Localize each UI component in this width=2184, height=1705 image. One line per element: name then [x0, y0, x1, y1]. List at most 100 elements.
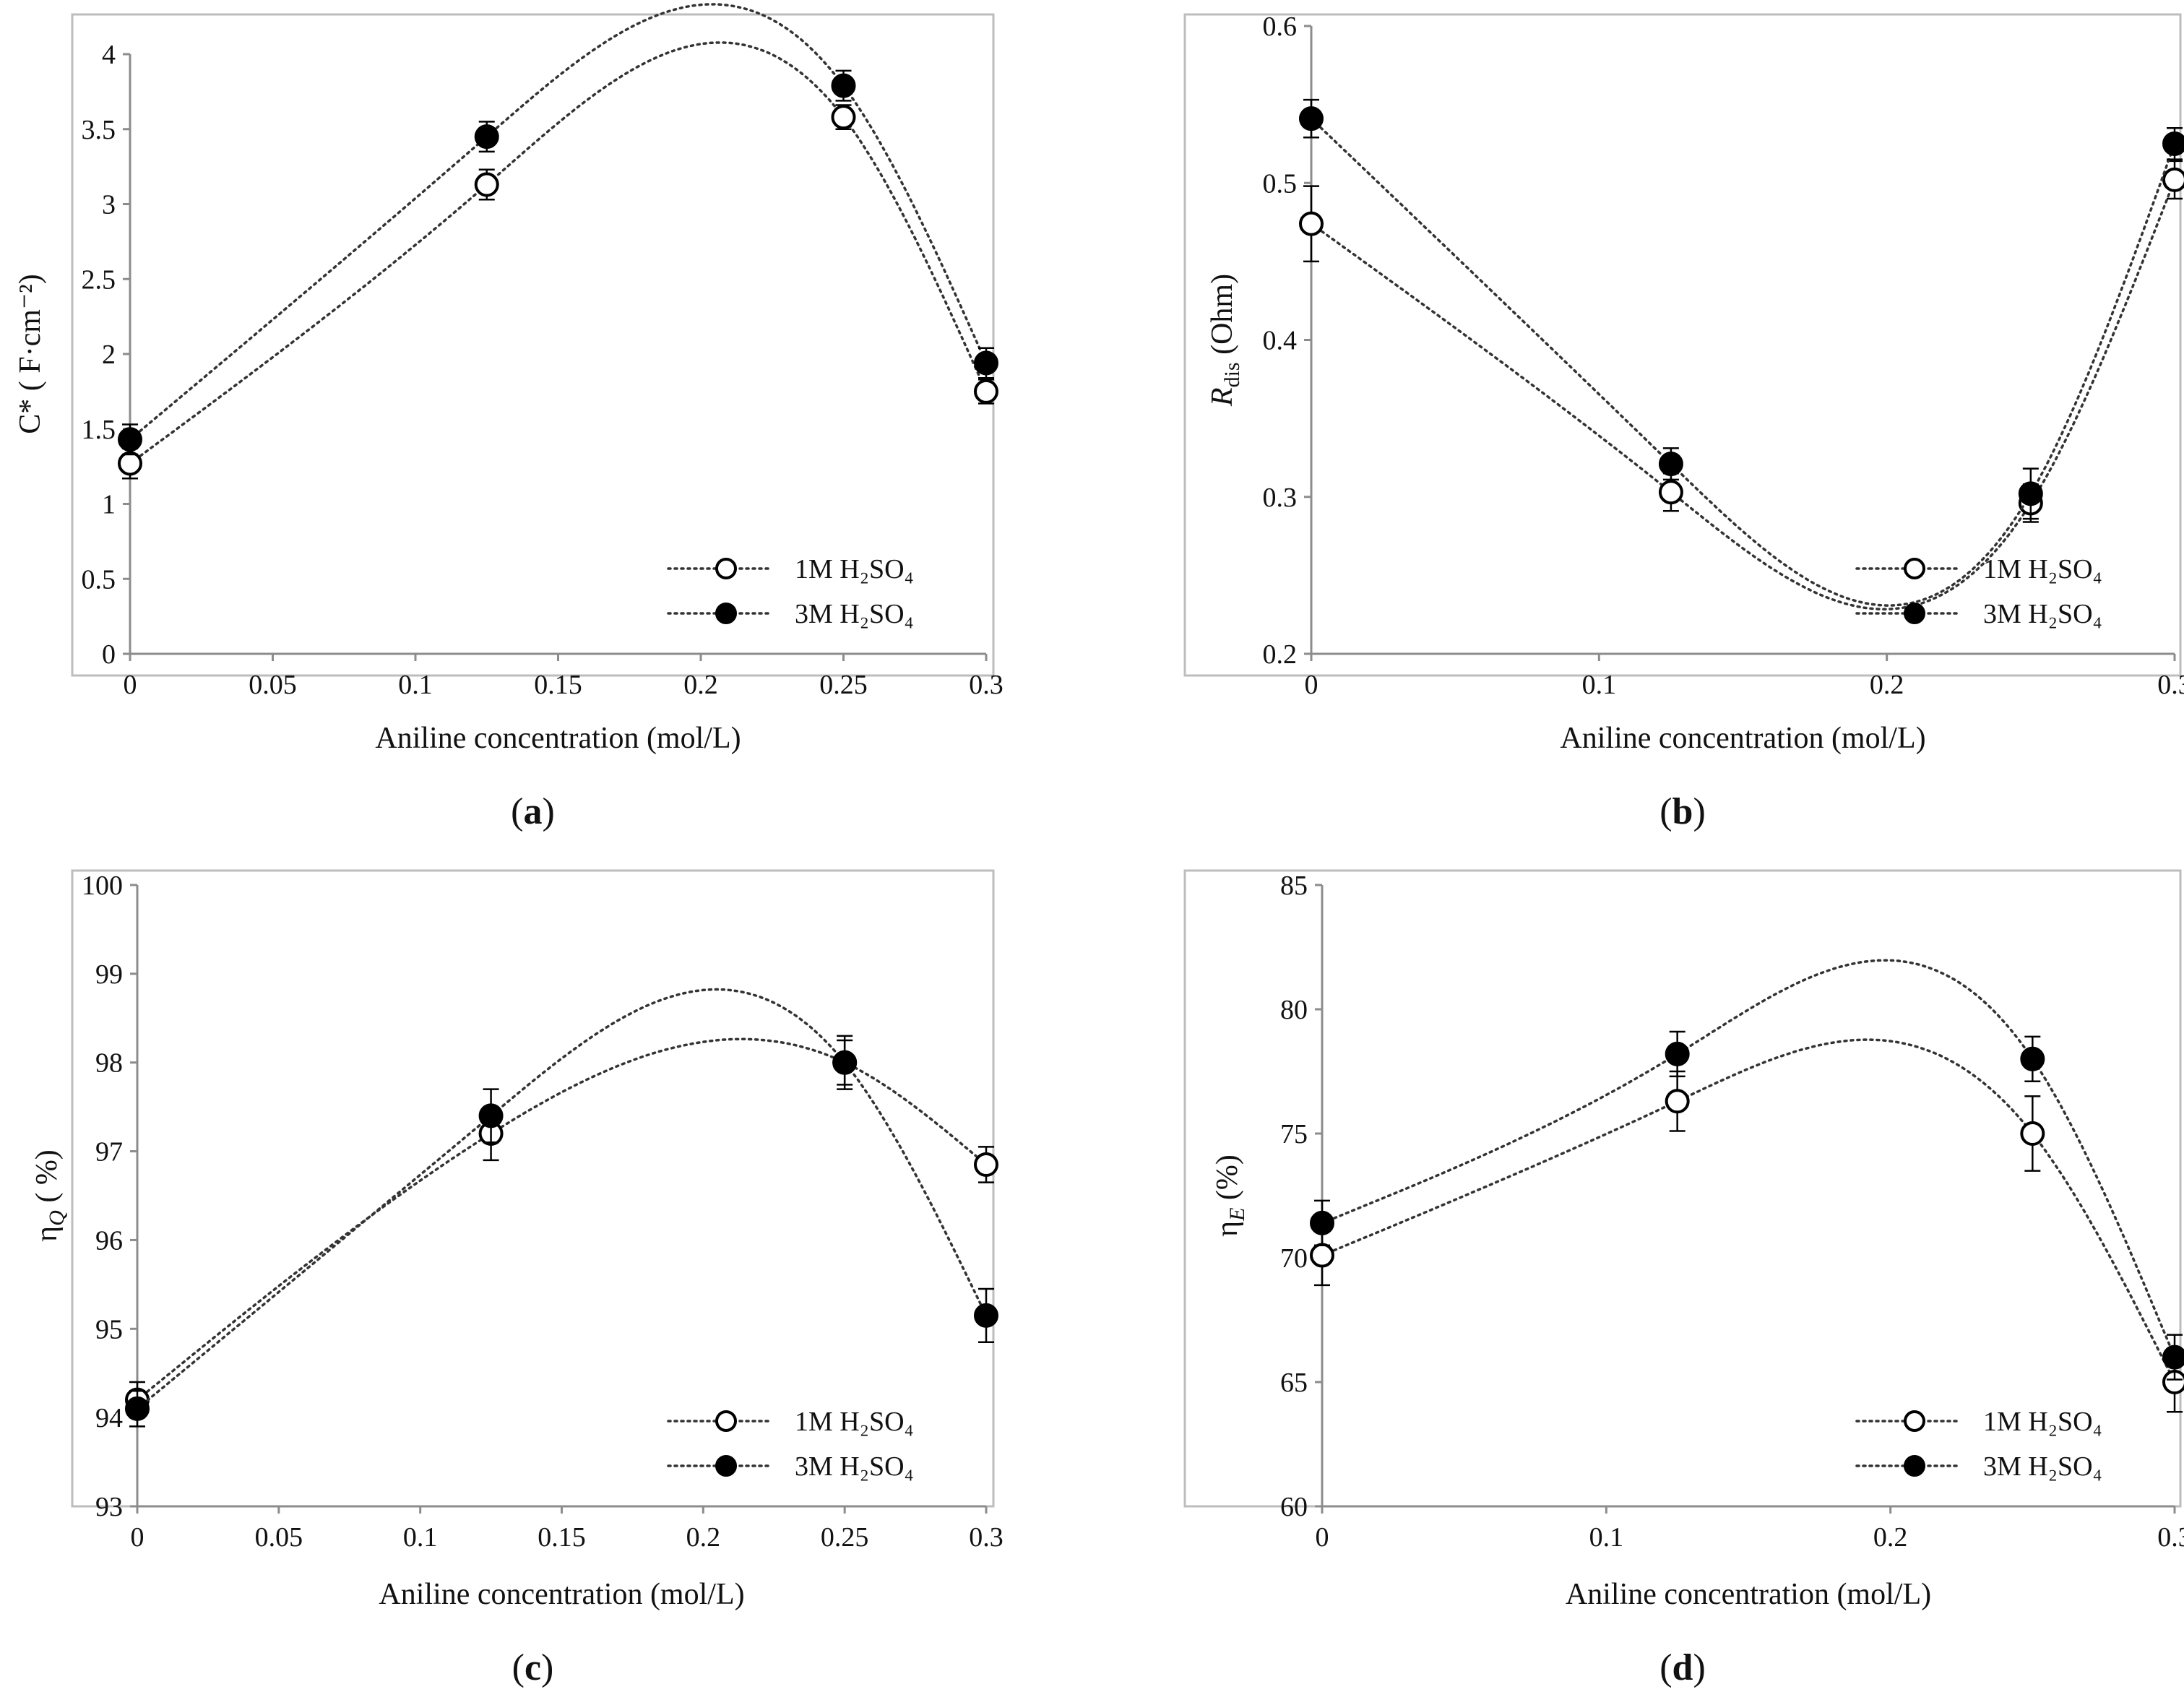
y-tick-label: 0.6 [1263, 12, 1298, 42]
y-tick-label: 0.5 [1263, 168, 1298, 199]
series-trend-line [129, 3, 988, 441]
series-trend-line [1321, 1038, 2176, 1384]
x-tick-label: 0.15 [538, 1522, 586, 1553]
legend-marker [1904, 1455, 1925, 1477]
x-tick-label: 0.1 [398, 670, 433, 700]
x-tick-label: 0.1 [403, 1522, 438, 1553]
legend-entry: 1M H₂SO₄ [1983, 1407, 2102, 1437]
series-trend-line [1321, 959, 2176, 1359]
x-tick-label: 0 [124, 670, 137, 700]
y-axis-title: C* ( F·cm⁻²) [14, 274, 47, 433]
y-tick-label: 97 [95, 1137, 123, 1167]
y-tick-label: 98 [95, 1048, 123, 1079]
data-point [2162, 167, 2184, 192]
x-tick-label: 0.2 [683, 670, 718, 700]
y-tick-label: 93 [95, 1492, 123, 1522]
data-point [2162, 1344, 2184, 1370]
data-point [974, 1152, 998, 1177]
legend-marker [715, 603, 737, 624]
x-axis-title: Aniline concentration (mol/L) [1566, 1578, 1931, 1611]
data-point [125, 1396, 150, 1421]
x-tick-label: 0 [1305, 670, 1318, 700]
data-point [1658, 480, 1683, 505]
legend-marker [1904, 558, 1925, 579]
panel-label: (b) [1659, 791, 1706, 832]
data-point [1310, 1243, 1334, 1268]
x-tick-label: 0 [1316, 1522, 1329, 1553]
y-tick-label: 0.2 [1263, 639, 1298, 670]
legend-marker [715, 1410, 737, 1432]
data-point [1665, 1041, 1690, 1066]
series-trend-line [136, 1037, 988, 1402]
x-tick-label: 0.3 [969, 670, 1003, 700]
data-point [1310, 1210, 1334, 1235]
y-tick-label: 95 [95, 1314, 123, 1344]
y-tick-label: 70 [1280, 1243, 1308, 1274]
data-point [2018, 481, 2043, 506]
y-tick-label: 0 [102, 639, 116, 670]
x-axis-title: Aniline concentration (mol/L) [1560, 722, 1925, 755]
y-axis-title: ηQ ( %) [30, 1149, 69, 1242]
x-tick-label: 0.05 [255, 1522, 303, 1553]
legend-marker [1904, 1410, 1925, 1432]
chart-panel-b: 0.2 0.3 0.4 0.5 0.6 0 0.1 0.2 0.3 Aniline concent… [1183, 12, 2184, 832]
legend-entry: 1M H₂SO₄ [1983, 554, 2102, 584]
data-point [831, 105, 856, 130]
data-point [974, 1303, 998, 1328]
legend-entry: 1M H₂SO₄ [795, 1407, 914, 1437]
y-tick-label: 0.3 [1263, 483, 1298, 513]
y-tick-label: 2.5 [82, 264, 116, 295]
y-tick-label: 0.5 [82, 564, 116, 595]
y-tick-label: 94 [95, 1403, 123, 1433]
series-1 [1310, 1038, 2184, 1413]
y-tick-label: 4 [102, 40, 116, 70]
series-trend-line [136, 988, 988, 1410]
x-tick-label: 0.1 [1582, 670, 1617, 700]
x-tick-label: 0.3 [2157, 670, 2184, 700]
x-tick-label: 0.05 [249, 670, 297, 700]
data-point [1658, 452, 1683, 477]
panel-label: (c) [512, 1647, 554, 1688]
legend-entry: 1M H₂SO₄ [795, 554, 914, 584]
y-tick-label: 1 [102, 490, 116, 520]
x-tick-label: 0.3 [969, 1522, 1003, 1553]
chart-frame [71, 13, 995, 677]
legend-marker [715, 558, 737, 579]
series-2 [1299, 98, 2184, 607]
data-point [474, 172, 499, 197]
y-tick-label: 99 [95, 959, 123, 990]
x-tick-label: 0.25 [819, 670, 868, 700]
data-point [2020, 1121, 2045, 1146]
x-axis-title: Aniline concentration (mol/L) [375, 722, 741, 755]
x-tick-label: 0.2 [1873, 1522, 1908, 1553]
chart-frame [1183, 13, 2182, 677]
data-point [1299, 211, 1324, 236]
y-tick-label: 75 [1280, 1119, 1308, 1149]
x-tick-label: 0.1 [1589, 1522, 1624, 1553]
series-1 [1299, 160, 2184, 610]
data-point [2162, 131, 2184, 156]
y-tick-label: 85 [1280, 871, 1308, 901]
x-tick-label: 0.2 [1870, 670, 1904, 700]
data-point [1299, 106, 1324, 131]
legend-marker [715, 1455, 737, 1477]
data-point [2020, 1046, 2045, 1071]
x-tick-label: 0.2 [686, 1522, 721, 1553]
y-tick-label: 80 [1280, 995, 1308, 1025]
series-trend-line [1310, 178, 2176, 610]
x-tick-label: 0.15 [534, 670, 582, 700]
series-2 [125, 988, 998, 1428]
y-tick-label: 2 [102, 340, 116, 370]
x-tick-label: 0 [131, 1522, 144, 1553]
series-2 [1310, 959, 2184, 1381]
chart-panel-c: 93 94 95 96 97 98 99 100 0 0.05 0.1 0.15 0.2 0.25 0.3 A… [30, 869, 1003, 1688]
y-tick-label: 100 [82, 871, 123, 901]
y-tick-label: 3.5 [82, 115, 116, 145]
legend-entry: 3M H₂SO₄ [795, 599, 914, 629]
data-point [1665, 1089, 1690, 1114]
data-point [974, 350, 998, 376]
legend-entry: 3M H₂SO₄ [1983, 599, 2102, 629]
y-tick-label: 1.5 [82, 415, 116, 445]
data-point [474, 124, 499, 150]
